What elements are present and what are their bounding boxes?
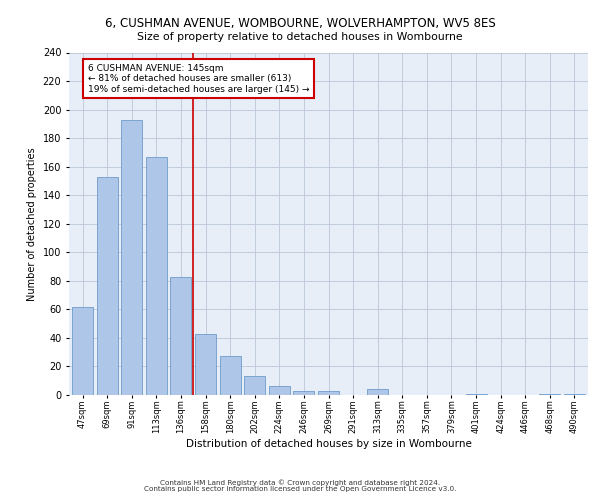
- X-axis label: Distribution of detached houses by size in Wombourne: Distribution of detached houses by size …: [185, 438, 472, 448]
- Bar: [97, 176, 118, 395]
- Bar: [269, 386, 290, 395]
- Bar: [72, 306, 93, 395]
- Bar: [121, 120, 142, 395]
- Text: Size of property relative to detached houses in Wombourne: Size of property relative to detached ho…: [137, 32, 463, 42]
- Bar: [293, 390, 314, 395]
- Bar: [539, 394, 560, 395]
- Y-axis label: Number of detached properties: Number of detached properties: [27, 147, 37, 300]
- Bar: [564, 394, 585, 395]
- Text: 6, CUSHMAN AVENUE, WOMBOURNE, WOLVERHAMPTON, WV5 8ES: 6, CUSHMAN AVENUE, WOMBOURNE, WOLVERHAMP…: [104, 18, 496, 30]
- Bar: [466, 394, 487, 395]
- Bar: [244, 376, 265, 395]
- Bar: [220, 356, 241, 395]
- Text: Contains HM Land Registry data © Crown copyright and database right 2024.
Contai: Contains HM Land Registry data © Crown c…: [144, 479, 456, 492]
- Text: 6 CUSHMAN AVENUE: 145sqm
← 81% of detached houses are smaller (613)
19% of semi-: 6 CUSHMAN AVENUE: 145sqm ← 81% of detach…: [88, 64, 310, 94]
- Bar: [170, 276, 191, 395]
- Bar: [195, 334, 216, 395]
- Bar: [318, 390, 339, 395]
- Bar: [146, 156, 167, 395]
- Bar: [367, 390, 388, 395]
